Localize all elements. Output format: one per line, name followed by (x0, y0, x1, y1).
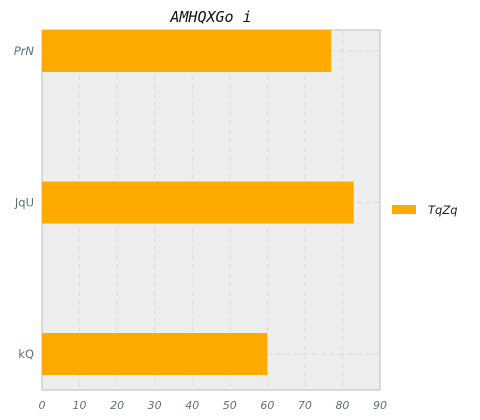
bar-PrN (42, 30, 332, 72)
legend-label: TqZq (428, 203, 458, 217)
bar-kQ (42, 333, 268, 375)
x-tick-label: 30 (148, 399, 162, 412)
bar-JqU (42, 181, 354, 224)
x-tick-label: 60 (260, 399, 274, 412)
x-tick-label: 0 (39, 399, 46, 412)
x-tick-label: 80 (335, 399, 349, 412)
x-tick-label: 20 (110, 399, 124, 412)
legend: TqZq (392, 203, 458, 217)
x-tick-label: 40 (185, 399, 199, 412)
x-tick-label: 50 (223, 399, 237, 412)
y-axis-tick-labels: PrN JqU kQ (14, 44, 35, 361)
y-tick-label: PrN (14, 44, 35, 58)
y-tick-label: kQ (18, 347, 34, 361)
legend-swatch (392, 205, 416, 214)
x-tick-label: 70 (298, 399, 312, 412)
bars (42, 30, 354, 375)
x-axis-tick-labels: 0 10 20 30 40 50 60 70 80 90 (39, 399, 388, 412)
x-tick-label: 10 (73, 399, 87, 412)
chart-title: AMHQXGo i (169, 8, 251, 26)
y-tick-label: JqU (14, 196, 34, 210)
x-tick-label: 90 (373, 399, 387, 412)
